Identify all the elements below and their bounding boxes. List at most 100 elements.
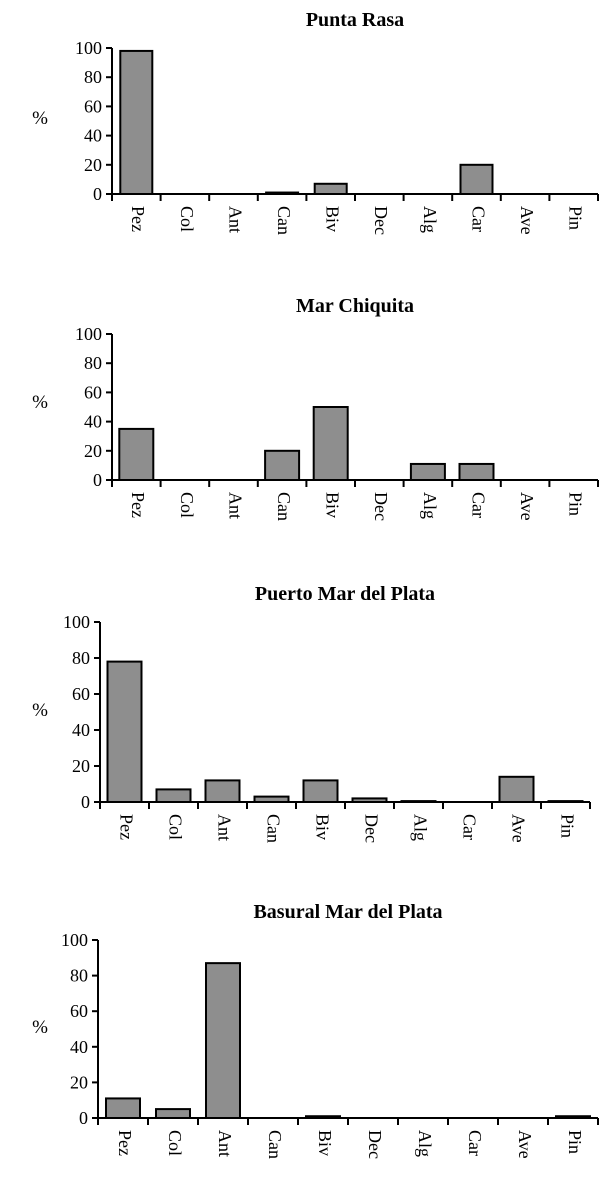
category-label: Can	[274, 206, 294, 235]
y-tick-label: 40	[84, 126, 102, 146]
y-tick-label: 0	[81, 792, 90, 812]
y-tick-label: 60	[84, 382, 102, 402]
category-label: Ant	[225, 492, 245, 519]
bar-pez	[106, 1098, 140, 1118]
y-tick-label: 20	[72, 756, 90, 776]
category-label: Ave	[517, 206, 537, 235]
bar-ant	[206, 780, 240, 802]
category-label: Dec	[371, 492, 391, 521]
category-label: Alg	[420, 492, 440, 519]
category-label: Biv	[315, 1130, 335, 1156]
category-label: Ant	[225, 206, 245, 233]
y-tick-label: 100	[63, 612, 90, 632]
bar-pez	[108, 662, 142, 802]
y-tick-label: 60	[70, 1001, 88, 1021]
bar-biv	[306, 1116, 340, 1118]
category-label: Pez	[128, 206, 148, 232]
category-label: Alg	[420, 206, 440, 233]
y-axis-label: %	[32, 392, 48, 413]
category-label: Pin	[557, 814, 577, 838]
bar-pez	[120, 51, 152, 194]
y-tick-label: 100	[75, 38, 102, 58]
category-label: Dec	[365, 1130, 385, 1159]
category-label: Alg	[410, 814, 430, 841]
y-tick-label: 100	[75, 324, 102, 344]
category-label: Car	[459, 814, 479, 840]
bar-alg	[402, 801, 436, 802]
bar-pez	[119, 429, 153, 480]
y-tick-label: 80	[84, 353, 102, 373]
bar-col	[156, 1109, 190, 1118]
y-tick-label: 60	[72, 684, 90, 704]
category-label: Biv	[323, 206, 343, 232]
y-tick-label: 80	[70, 966, 88, 986]
category-label: Can	[263, 814, 283, 843]
chart-title: Mar Chiquita	[296, 295, 414, 317]
category-label: Col	[165, 814, 185, 840]
chart-title: Punta Rasa	[306, 9, 404, 31]
bar-can	[266, 193, 298, 194]
y-tick-label: 20	[84, 155, 102, 175]
y-tick-label: 20	[84, 441, 102, 461]
y-tick-label: 20	[70, 1072, 88, 1092]
category-label: Car	[465, 1130, 485, 1156]
bar-car	[461, 165, 493, 194]
chart-panel: Puerto Mar del Plata% 0 20 40 60 80 100 Pez Col A…	[32, 583, 590, 843]
bar-biv	[315, 184, 347, 194]
category-label: Can	[274, 492, 294, 521]
category-label: Col	[177, 492, 197, 518]
bar-pin	[549, 801, 583, 802]
category-label: Can	[265, 1130, 285, 1159]
category-label: Ave	[508, 814, 528, 843]
chart-panel: Punta Rasa% 0 20 40 60 80 100 Pez Col Ant Can Biv De…	[32, 9, 598, 235]
category-label: Car	[468, 492, 488, 518]
y-tick-label: 0	[79, 1108, 88, 1128]
bar-can	[255, 797, 289, 802]
y-tick-label: 0	[93, 470, 102, 490]
category-label: Pin	[566, 206, 586, 230]
chart-panel: Basural Mar del Plata% 0 20 40 60 80 100 Pez Col…	[32, 901, 598, 1159]
y-tick-label: 40	[84, 412, 102, 432]
bar-ave	[500, 777, 534, 802]
bar-col	[157, 789, 191, 802]
y-axis-label: %	[32, 1017, 48, 1038]
bar-ant	[206, 963, 240, 1118]
category-label: Pin	[565, 1130, 585, 1154]
bar-biv	[314, 407, 348, 480]
category-label: Pez	[115, 1130, 135, 1156]
y-axis-label: %	[32, 700, 48, 721]
bar-alg	[411, 464, 445, 480]
y-tick-label: 40	[70, 1037, 88, 1057]
category-label: Biv	[312, 814, 332, 840]
category-label: Col	[177, 206, 197, 232]
category-label: Ant	[215, 1130, 235, 1157]
category-label: Ave	[515, 1130, 535, 1159]
bar-pin	[556, 1116, 590, 1118]
category-label: Ant	[214, 814, 234, 841]
bar-can	[265, 451, 299, 480]
y-tick-label: 100	[61, 930, 88, 950]
y-tick-label: 0	[93, 184, 102, 204]
y-axis-label: %	[32, 108, 48, 129]
bar-biv	[304, 780, 338, 802]
bar-car	[460, 464, 494, 480]
category-label: Alg	[415, 1130, 435, 1157]
y-tick-label: 80	[84, 67, 102, 87]
bar-dec	[353, 798, 387, 802]
category-label: Biv	[323, 492, 343, 518]
category-label: Pin	[566, 492, 586, 516]
y-tick-label: 60	[84, 96, 102, 116]
category-label: Dec	[371, 206, 391, 235]
y-tick-label: 40	[72, 720, 90, 740]
category-label: Col	[165, 1130, 185, 1156]
chart-title: Basural Mar del Plata	[253, 901, 442, 923]
chart-title: Puerto Mar del Plata	[255, 583, 435, 605]
chart-panel: Mar Chiquita% 0 20 40 60 80 100 Pez Col Ant Can Biv…	[32, 295, 598, 521]
y-tick-label: 80	[72, 648, 90, 668]
category-label: Dec	[361, 814, 381, 843]
category-label: Pez	[128, 492, 148, 518]
category-label: Ave	[517, 492, 537, 521]
category-label: Pez	[116, 814, 136, 840]
category-label: Car	[468, 206, 488, 232]
